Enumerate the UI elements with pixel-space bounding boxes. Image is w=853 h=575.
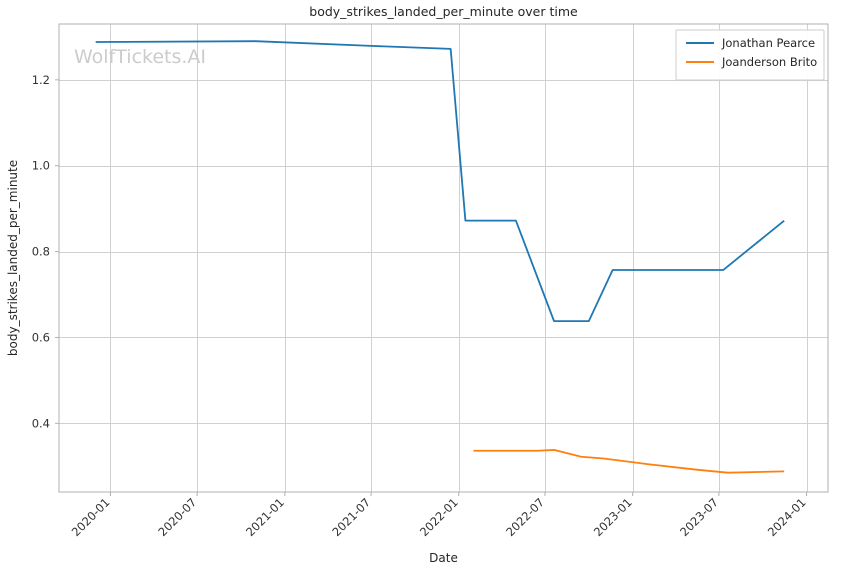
watermark-label: WolfTickets.AI bbox=[74, 46, 206, 68]
series-line-0 bbox=[95, 40, 785, 323]
gridlines bbox=[59, 24, 828, 492]
y-tick-label: 1.0 bbox=[32, 159, 50, 173]
y-tick-label: 0.6 bbox=[32, 330, 50, 344]
chart-title: body_strikes_landed_per_minute over time bbox=[309, 4, 578, 19]
data-series-layer bbox=[95, 40, 785, 474]
chart-legend[interactable]: Jonathan Pearce Joanderson Brito bbox=[675, 29, 825, 81]
y-axis-label: body_strikes_landed_per_minute bbox=[6, 160, 20, 356]
x-axis-label: Date bbox=[429, 551, 458, 565]
legend-label-1: Joanderson Brito bbox=[721, 55, 817, 69]
plot-area-border bbox=[58, 23, 829, 493]
y-tick-label: 0.4 bbox=[32, 416, 50, 430]
y-axis-tick-labels: 0.4 0.6 0.8 1.0 1.2 bbox=[32, 73, 59, 430]
y-tick-label: 0.8 bbox=[32, 245, 50, 259]
legend-label-0: Jonathan Pearce bbox=[721, 36, 815, 50]
series-line-1 bbox=[473, 449, 785, 474]
y-tick-label: 1.2 bbox=[32, 73, 50, 87]
